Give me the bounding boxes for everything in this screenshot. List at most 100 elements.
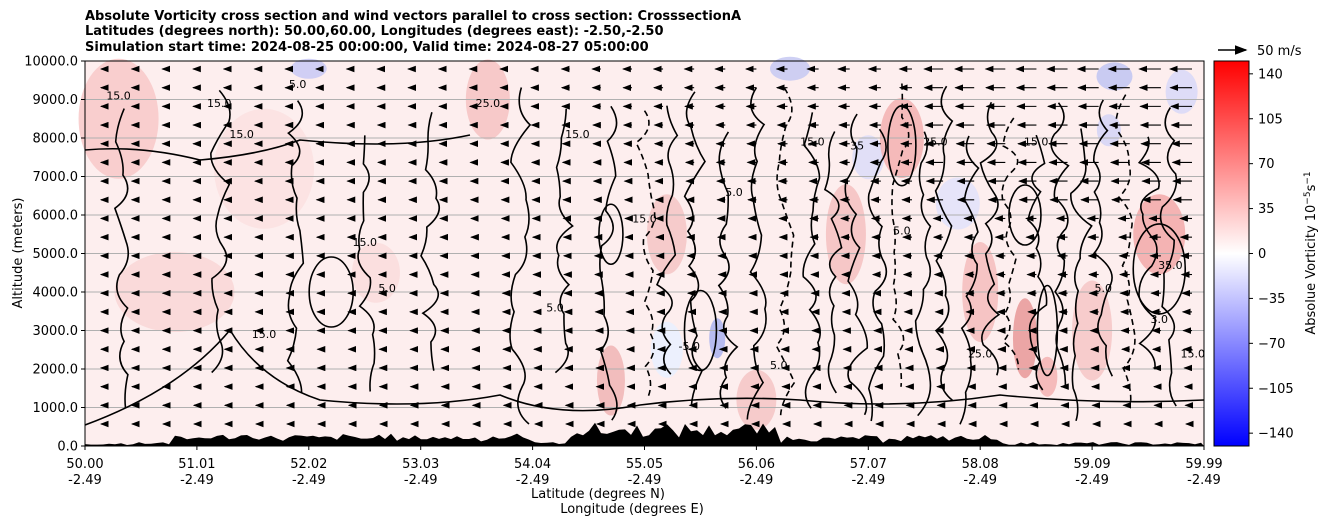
colorbar-tick-label: −105 [1258,382,1294,397]
x-tick-label-lat: 59.99 [1185,457,1222,472]
contour-line [84,328,1205,426]
x-tick-label-lon: -2.49 [404,473,438,488]
x-tick-label-lat: 57.07 [850,457,887,472]
y-tick-label: 8000.0 [33,132,79,147]
chart-title-line-2: Latitudes (degrees north): 50.00,60.00, … [85,24,664,39]
x-tick-label-lon: -2.49 [628,473,662,488]
colorbar-tick-label: 0 [1258,247,1266,262]
contour-labels: 15.0 15.0 15.0 5.0 5.0 15.0 5.0 -5.0 15.0 25.0 35 5… [106,78,1205,372]
contour-label: 15.0 [565,128,590,141]
colorbar-tick-label: 35 [1258,202,1275,217]
x-tick-label-lon: -2.49 [68,473,102,488]
y-axis: 0.0 1000.0 2000.0 3000.0 4000.0 5000.0 6000.0 7… [24,55,85,455]
contour-line [934,85,954,402]
contour-line [635,110,656,399]
contour-label: 25.0 [968,347,993,360]
y-tick-label: 6000.0 [33,209,79,224]
x-tick-label-lat: 56.06 [738,457,775,472]
contour-label: 25.0 [476,97,501,110]
contour-line [84,134,471,161]
contour-label: 15.0 [1181,347,1206,360]
contour-line [1050,102,1070,387]
contour-label: 5.0 [770,359,788,372]
x-tick-label-lon: -2.49 [740,473,774,488]
x-tick-label-lon: -2.49 [963,473,997,488]
contour-line [683,91,706,406]
x-tick-label-lat: 53.03 [402,457,439,472]
y-tick-label: 7000.0 [33,170,79,185]
contour-label: 5.0 [289,78,307,91]
vorticity-patch [1165,69,1198,114]
terrain-mask [85,422,1204,446]
x-axis-label-longitude: Longitude (degrees E) [560,502,704,517]
vorticity-patch [935,177,980,230]
contour-line [286,100,305,394]
contour-line [959,135,980,425]
vorticity-patch [709,318,726,359]
contour-label: 5.0 [1095,282,1113,295]
contour-label: 15.0 [353,236,378,249]
contour-line [1159,107,1178,407]
x-tick-label-lat: 59.09 [1073,457,1110,472]
contour-label: 35 [850,140,864,153]
contour-loop [1036,284,1059,377]
terrain [85,422,1204,446]
y-tick-label: 0.0 [57,440,78,455]
x-tick-label-lon: -2.49 [180,473,214,488]
contour-line [823,131,843,394]
contour-label: 15.0 [632,213,657,226]
contour-label: 15.0 [1024,136,1049,149]
contour-label: 3.0 [1150,313,1168,326]
colorbar-tick-label: 105 [1258,112,1283,127]
x-tick-label-lon: -2.49 [516,473,550,488]
contour-label: 5.0 [378,282,396,295]
vorticity-patch [214,108,315,229]
x-axis: 50.00-2.4951.01-2.4952.02-2.4953.03-2.49… [66,446,1223,488]
contour-line [357,135,376,392]
vorticity-patch [1037,356,1058,397]
contour-label: 25.0 [923,136,948,149]
contour-line [420,112,441,371]
colorbar-tick-label: −140 [1258,427,1294,442]
x-tick-label-lon: -2.49 [1075,473,1109,488]
colorbar-tick-label: −70 [1258,337,1285,352]
x-tick-label-lat: 52.02 [290,457,327,472]
vorticity-patch [1012,298,1037,379]
vorticity-patch [351,242,400,303]
y-tick-label: 5000.0 [33,247,79,262]
quiver-key-label: 50 m/s [1257,44,1302,59]
y-tick-label: 4000.0 [33,286,79,301]
y-axis-label: Altitude (meters) [11,198,26,309]
vorticity-patch [736,369,777,430]
x-tick-label-lon: -2.49 [851,473,885,488]
vorticity-patch [290,58,327,79]
wind-vectors [99,65,1194,428]
chart-title-line-3: Simulation start time: 2024-08-25 00:00:… [85,40,649,55]
colorbar-ticks: 140 105 70 35 0 −35 −70 −105 −140 [1249,67,1294,442]
x-tick-label-lat: 58.08 [962,457,999,472]
contour-line [210,89,231,374]
contour-label: 15.0 [229,128,254,141]
x-tick-label-lat: 51.01 [178,457,215,472]
contour-line [1115,94,1136,403]
colorbar-tick-label: −35 [1258,292,1285,307]
chart-title-line-1: Absolute Vorticity cross section and win… [85,9,742,24]
contour-label: -5.0 [679,340,700,353]
y-tick-label: 3000.0 [33,324,79,339]
contour-line [891,83,910,387]
vorticity-patch [1096,62,1133,91]
contour-label: 15.0 [800,136,825,149]
vorticity-patch [596,345,625,416]
contour-line [113,108,130,408]
contour-line [599,105,618,421]
colorbar-tick-label: 140 [1258,67,1283,82]
x-tick-label-lon: -2.49 [292,473,326,488]
y-tick-label: 9000.0 [33,93,79,108]
y-tick-label: 1000.0 [33,401,79,416]
vorticity-patch [769,56,810,81]
contour-line [1070,128,1093,422]
x-tick-label-lat: 50.00 [66,457,103,472]
contour-line [914,131,932,417]
contour-line [1001,117,1020,370]
